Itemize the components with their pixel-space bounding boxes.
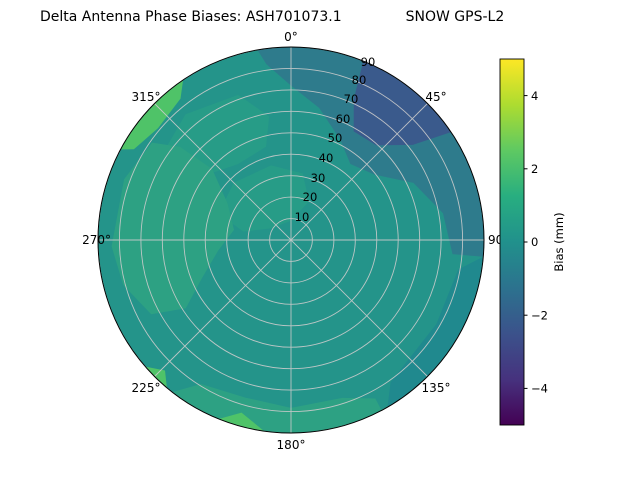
radial-tick-label-90: 90 — [361, 55, 376, 69]
radial-tick-label-60: 60 — [336, 112, 351, 126]
colorbar: 4 2 0 −2 −4 Bias (mm) — [499, 58, 566, 426]
spoke-line-135-315 — [154, 103, 428, 377]
bias-region-south-bright-spot — [218, 412, 265, 432]
azimuth-tick-label-45: 45° — [425, 90, 446, 104]
bias-region-nne-horizon-patch — [353, 61, 451, 146]
bias-region-north-rim-band — [257, 47, 484, 257]
azimuth-tick-label-270: 270° — [82, 233, 111, 247]
colorbar-axis-label: Bias (mm) — [552, 212, 566, 271]
radial-tick-label-50: 50 — [328, 131, 343, 145]
radial-tick-label-10: 10 — [295, 210, 310, 224]
radial-tick-label-40: 40 — [319, 151, 334, 165]
polar-spine — [97, 46, 485, 434]
bias-region-west-blob — [111, 142, 234, 315]
bias-region-nw-rim-streak — [120, 80, 184, 150]
radial-tick-labels: 10 20 30 40 50 60 70 80 90 — [295, 55, 376, 224]
colorbar-tick-label-2: 2 — [531, 162, 538, 176]
colorbar-tick-label-4: 4 — [531, 89, 538, 103]
polar-grid — [98, 47, 484, 433]
chart-title: Delta Antenna Phase Biases: ASH701073.1 … — [40, 9, 504, 25]
colorbar-ticks — [524, 95, 528, 389]
azimuth-tick-label-0: 0° — [284, 30, 298, 44]
chart-title-right: SNOW GPS-L2 — [405, 9, 505, 25]
chart-title-left: Delta Antenna Phase Biases: ASH701073.1 — [40, 9, 342, 25]
bias-region-near-zenith-patch — [218, 165, 309, 232]
colorbar-gradient — [499, 58, 525, 426]
azimuth-tick-label-225: 225° — [132, 381, 161, 395]
colorbar-tick-label-0: 0 — [531, 235, 538, 249]
azimuth-tick-label-180: 180° — [277, 438, 306, 452]
colorbar-tick-label-neg4: −4 — [531, 382, 548, 396]
colorbar-tick-label-neg2: −2 — [531, 308, 548, 322]
azimuth-tick-label-315: 315° — [132, 90, 161, 104]
azimuth-tick-label-135: 135° — [422, 381, 451, 395]
radial-tick-label-80: 80 — [352, 73, 367, 87]
radial-tick-label-30: 30 — [311, 171, 326, 185]
radial-tick-label-20: 20 — [303, 190, 318, 204]
azimuth-tick-labels: 0° 45° 90° 135° 180° 225° 270° 315° — [82, 30, 509, 452]
radial-tick-label-70: 70 — [344, 92, 359, 106]
